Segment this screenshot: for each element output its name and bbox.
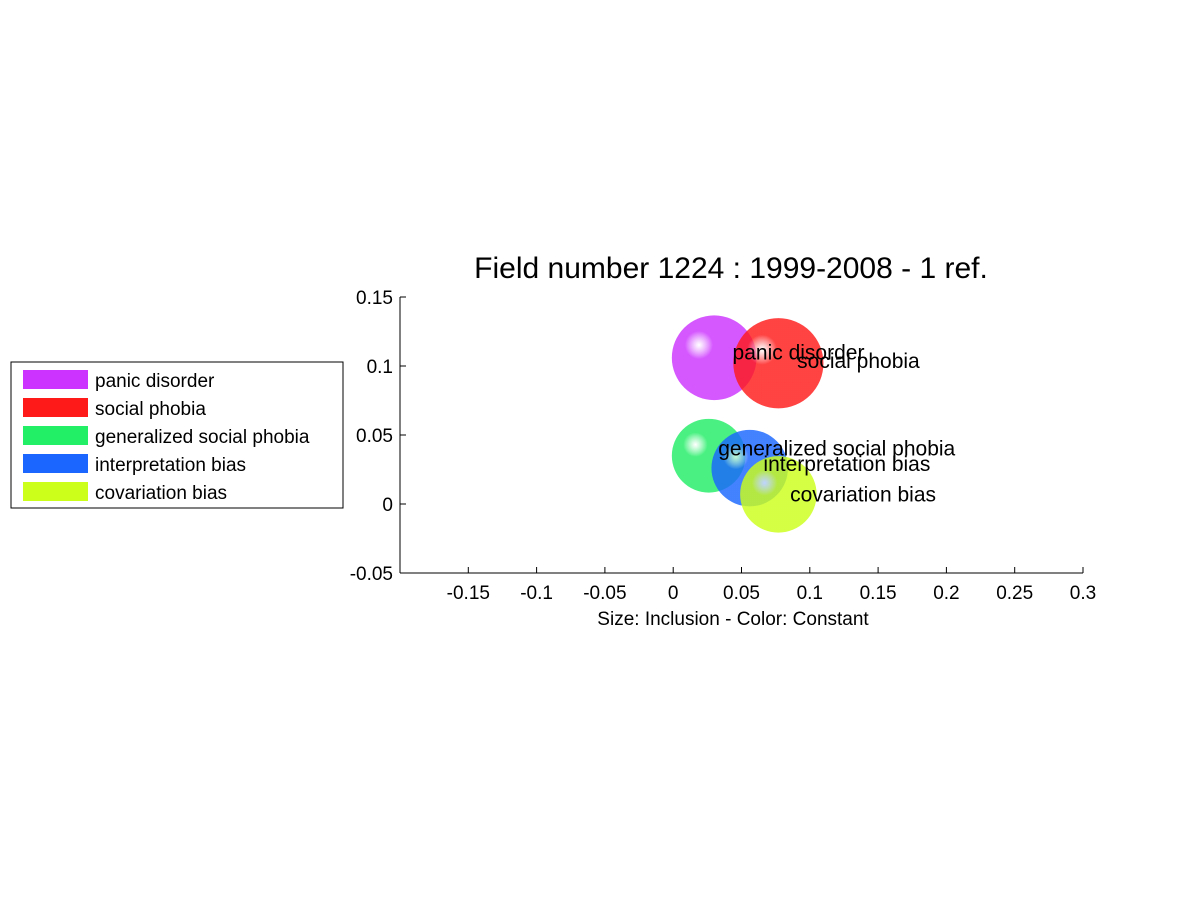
x-tick-label: -0.05	[583, 583, 626, 604]
x-tick-label: 0.15	[860, 583, 897, 604]
axes: -0.15 -0.1 -0.05 0 0.05 0.1 0.15 0.2 0.25 0.3 -0.0…	[350, 288, 1097, 604]
x-tick-label: 0.3	[1070, 583, 1096, 604]
chart-title: Field number 1224 : 1999-2008 - 1 ref.	[474, 252, 988, 285]
bubble-label: interpretation bias	[763, 453, 930, 476]
x-tick-label: 0.05	[723, 583, 760, 604]
legend-entry: panic disorder	[95, 371, 215, 392]
legend-swatch	[23, 426, 88, 445]
y-tick-label: 0.05	[356, 426, 393, 447]
y-tick-label: 0.1	[367, 357, 393, 378]
legend-swatch	[23, 370, 88, 389]
legend-entry: interpretation bias	[95, 455, 246, 476]
x-tick-label: 0	[668, 583, 679, 604]
legend: panic disorder social phobia generalized s…	[10, 361, 344, 509]
x-tick-label: 0.1	[797, 583, 823, 604]
bubble-label: generalized social phobia	[718, 438, 955, 461]
bubble-label: covariation bias	[790, 483, 936, 506]
legend-swatch	[23, 454, 88, 473]
y-tick-label: 0	[382, 495, 393, 516]
y-tick-label: -0.05	[350, 564, 393, 585]
legend-swatch	[23, 398, 88, 417]
x-tick-label: -0.15	[447, 583, 490, 604]
x-axis-label: Size: Inclusion - Color: Constant	[597, 609, 869, 630]
legend-entry: covariation bias	[95, 483, 227, 504]
legend-swatch	[23, 482, 88, 501]
bubble-label: social phobia	[797, 350, 920, 373]
bubble-panic-disorder	[671, 315, 757, 401]
x-tick-label: -0.1	[520, 583, 553, 604]
legend-entry: social phobia	[95, 399, 206, 420]
y-tick-label: 0.15	[356, 288, 393, 309]
legend-entry: generalized social phobia	[95, 427, 310, 448]
bubble-social-phobia	[733, 318, 824, 409]
bubble-covariation-bias	[740, 456, 817, 533]
bubbles	[671, 315, 824, 533]
x-tick-label: 0.2	[933, 583, 959, 604]
x-tick-label: 0.25	[996, 583, 1033, 604]
bubble-label: panic disorder	[733, 342, 865, 365]
